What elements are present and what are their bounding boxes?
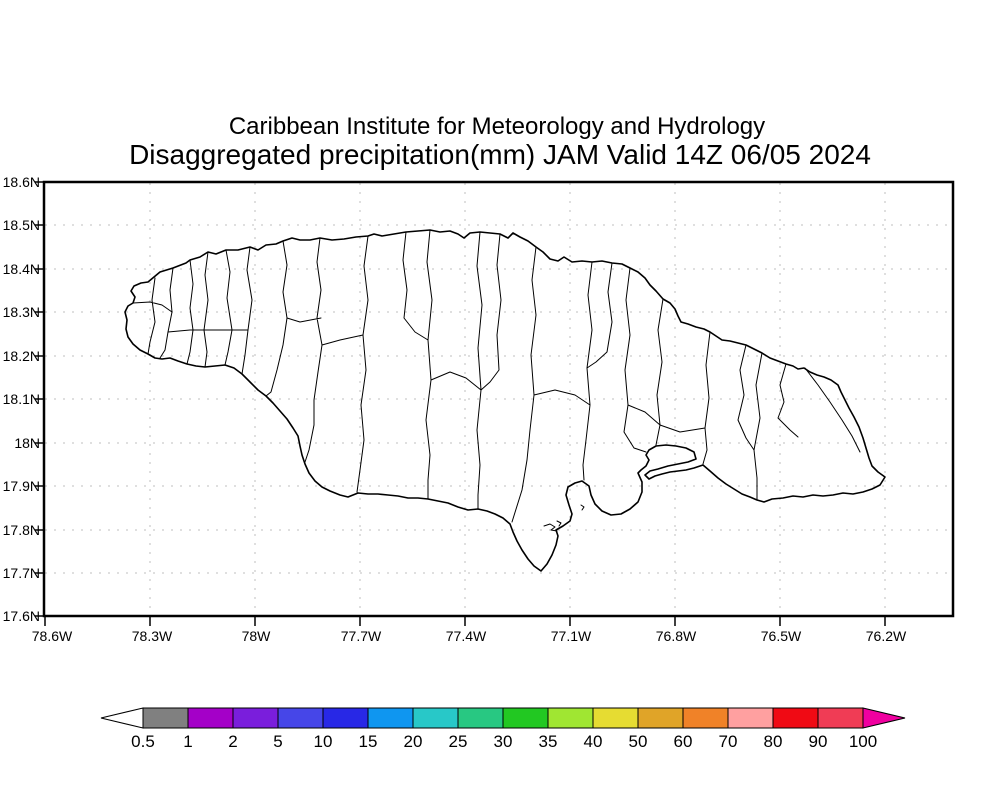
jamaica-coastline — [124, 229, 886, 572]
colorbar-tick-label: 10 — [314, 732, 333, 751]
colorbar-tick-label: 100 — [849, 732, 877, 751]
lon-label: 78W — [242, 628, 272, 644]
lon-label: 78.3W — [132, 628, 173, 644]
lon-label: 77.4W — [446, 628, 487, 644]
lat-label: 18.2N — [3, 348, 40, 364]
lon-label: 78.6W — [32, 628, 73, 644]
lat-label: 18.3N — [3, 304, 40, 320]
lat-label: 17.8N — [3, 522, 40, 538]
colorbar-left-arrow — [100, 707, 144, 729]
colorbar-cell — [637, 707, 684, 729]
colorbar-tick-label: 0.5 — [131, 732, 155, 751]
lat-label: 17.9N — [3, 478, 40, 494]
colorbar-cell — [457, 707, 504, 729]
lon-label: 76.5W — [761, 628, 802, 644]
colorbar-tick-label: 15 — [359, 732, 378, 751]
figure-title-product: Disaggregated precipitation(mm) JAM Vali… — [129, 139, 871, 170]
colorbar-cell — [187, 707, 234, 729]
lon-label: 77.7W — [341, 628, 382, 644]
colorbar-cell — [727, 707, 774, 729]
colorbar-tick-label: 30 — [494, 732, 513, 751]
colorbar-cell — [817, 707, 864, 729]
colorbar-cell — [682, 707, 729, 729]
offshore-cays — [543, 504, 585, 532]
colorbar-tick-label: 50 — [629, 732, 648, 751]
colorbar-tick-label: 40 — [584, 732, 603, 751]
colorbar-cell — [322, 707, 369, 729]
colorbar-cell — [142, 707, 189, 729]
lat-label: 18.5N — [3, 217, 40, 233]
colorbar-tick-label: 1 — [183, 732, 192, 751]
axis-ticks — [35, 181, 886, 626]
colorbar-labels: 0.5 1 2 5 10 15 20 25 30 35 40 50 60 70 … — [131, 732, 877, 751]
colorbar-tick-label: 2 — [228, 732, 237, 751]
colorbar-right-arrow — [862, 707, 906, 729]
colorbar-cell — [277, 707, 324, 729]
colorbar-tick-label: 5 — [273, 732, 282, 751]
colorbar-tick-label: 70 — [719, 732, 738, 751]
lat-label: 18.6N — [3, 174, 40, 190]
lat-label: 18.4N — [3, 261, 40, 277]
colorbar-tick-label: 90 — [809, 732, 828, 751]
lat-label: 18N — [14, 435, 40, 451]
lon-label: 76.2W — [866, 628, 907, 644]
latitude-axis-labels: 18.6N 18.5N 18.4N 18.3N 18.2N 18.1N 18N … — [3, 174, 40, 624]
colorbar-cell — [367, 707, 414, 729]
lat-label: 17.6N — [3, 608, 40, 624]
colorbar-cell — [772, 707, 819, 729]
lon-label: 77.1W — [551, 628, 592, 644]
lon-label: 76.8W — [656, 628, 697, 644]
longitude-axis-labels: 78.6W 78.3W 78W 77.7W 77.4W 77.1W 76.8W … — [32, 628, 907, 644]
figure-title-institute: Caribbean Institute for Meteorology and … — [229, 113, 765, 140]
lat-lon-gridlines — [45, 183, 952, 615]
colorbar-tick-label: 35 — [539, 732, 558, 751]
watershed-boundaries — [132, 229, 861, 523]
lat-label: 18.1N — [3, 391, 40, 407]
colorbar-cell — [412, 707, 459, 729]
colorbar-cell — [547, 707, 594, 729]
colorbar-cell — [232, 707, 279, 729]
colorbar-cell — [502, 707, 549, 729]
colorbar-tick-label: 60 — [674, 732, 693, 751]
precipitation-colorbar — [100, 707, 906, 729]
colorbar-tick-label: 20 — [404, 732, 423, 751]
colorbar-tick-label: 25 — [449, 732, 468, 751]
colorbar-tick-label: 80 — [764, 732, 783, 751]
lat-label: 17.7N — [3, 565, 40, 581]
colorbar-cell — [592, 707, 639, 729]
